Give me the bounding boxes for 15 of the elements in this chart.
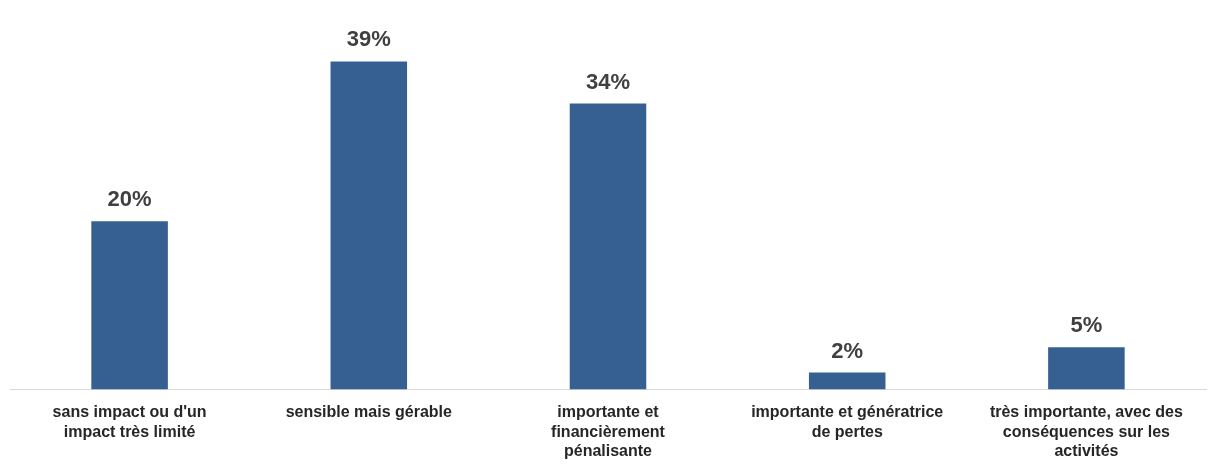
data-label: 20%: [107, 186, 152, 212]
x-tick-label: très importante, avec des conséquences sur les activités: [989, 403, 1183, 459]
bar: [569, 103, 647, 390]
bar: [91, 221, 168, 390]
data-label: 5%: [1070, 312, 1103, 338]
data-label: 34%: [585, 68, 631, 94]
x-tick-label: sans impact ou d'un impact très limité: [52, 403, 207, 440]
bar: [1048, 347, 1125, 390]
bar: [330, 61, 408, 390]
data-label: 39%: [346, 26, 391, 52]
x-tick-label: sensible mais gérable: [285, 403, 453, 421]
data-label: 2%: [831, 337, 864, 363]
x-tick-label: importante et génératrice de pertes: [751, 403, 944, 440]
bar: [808, 372, 886, 390]
x-tick-label: importante et financièrement pénalisante: [551, 403, 666, 459]
